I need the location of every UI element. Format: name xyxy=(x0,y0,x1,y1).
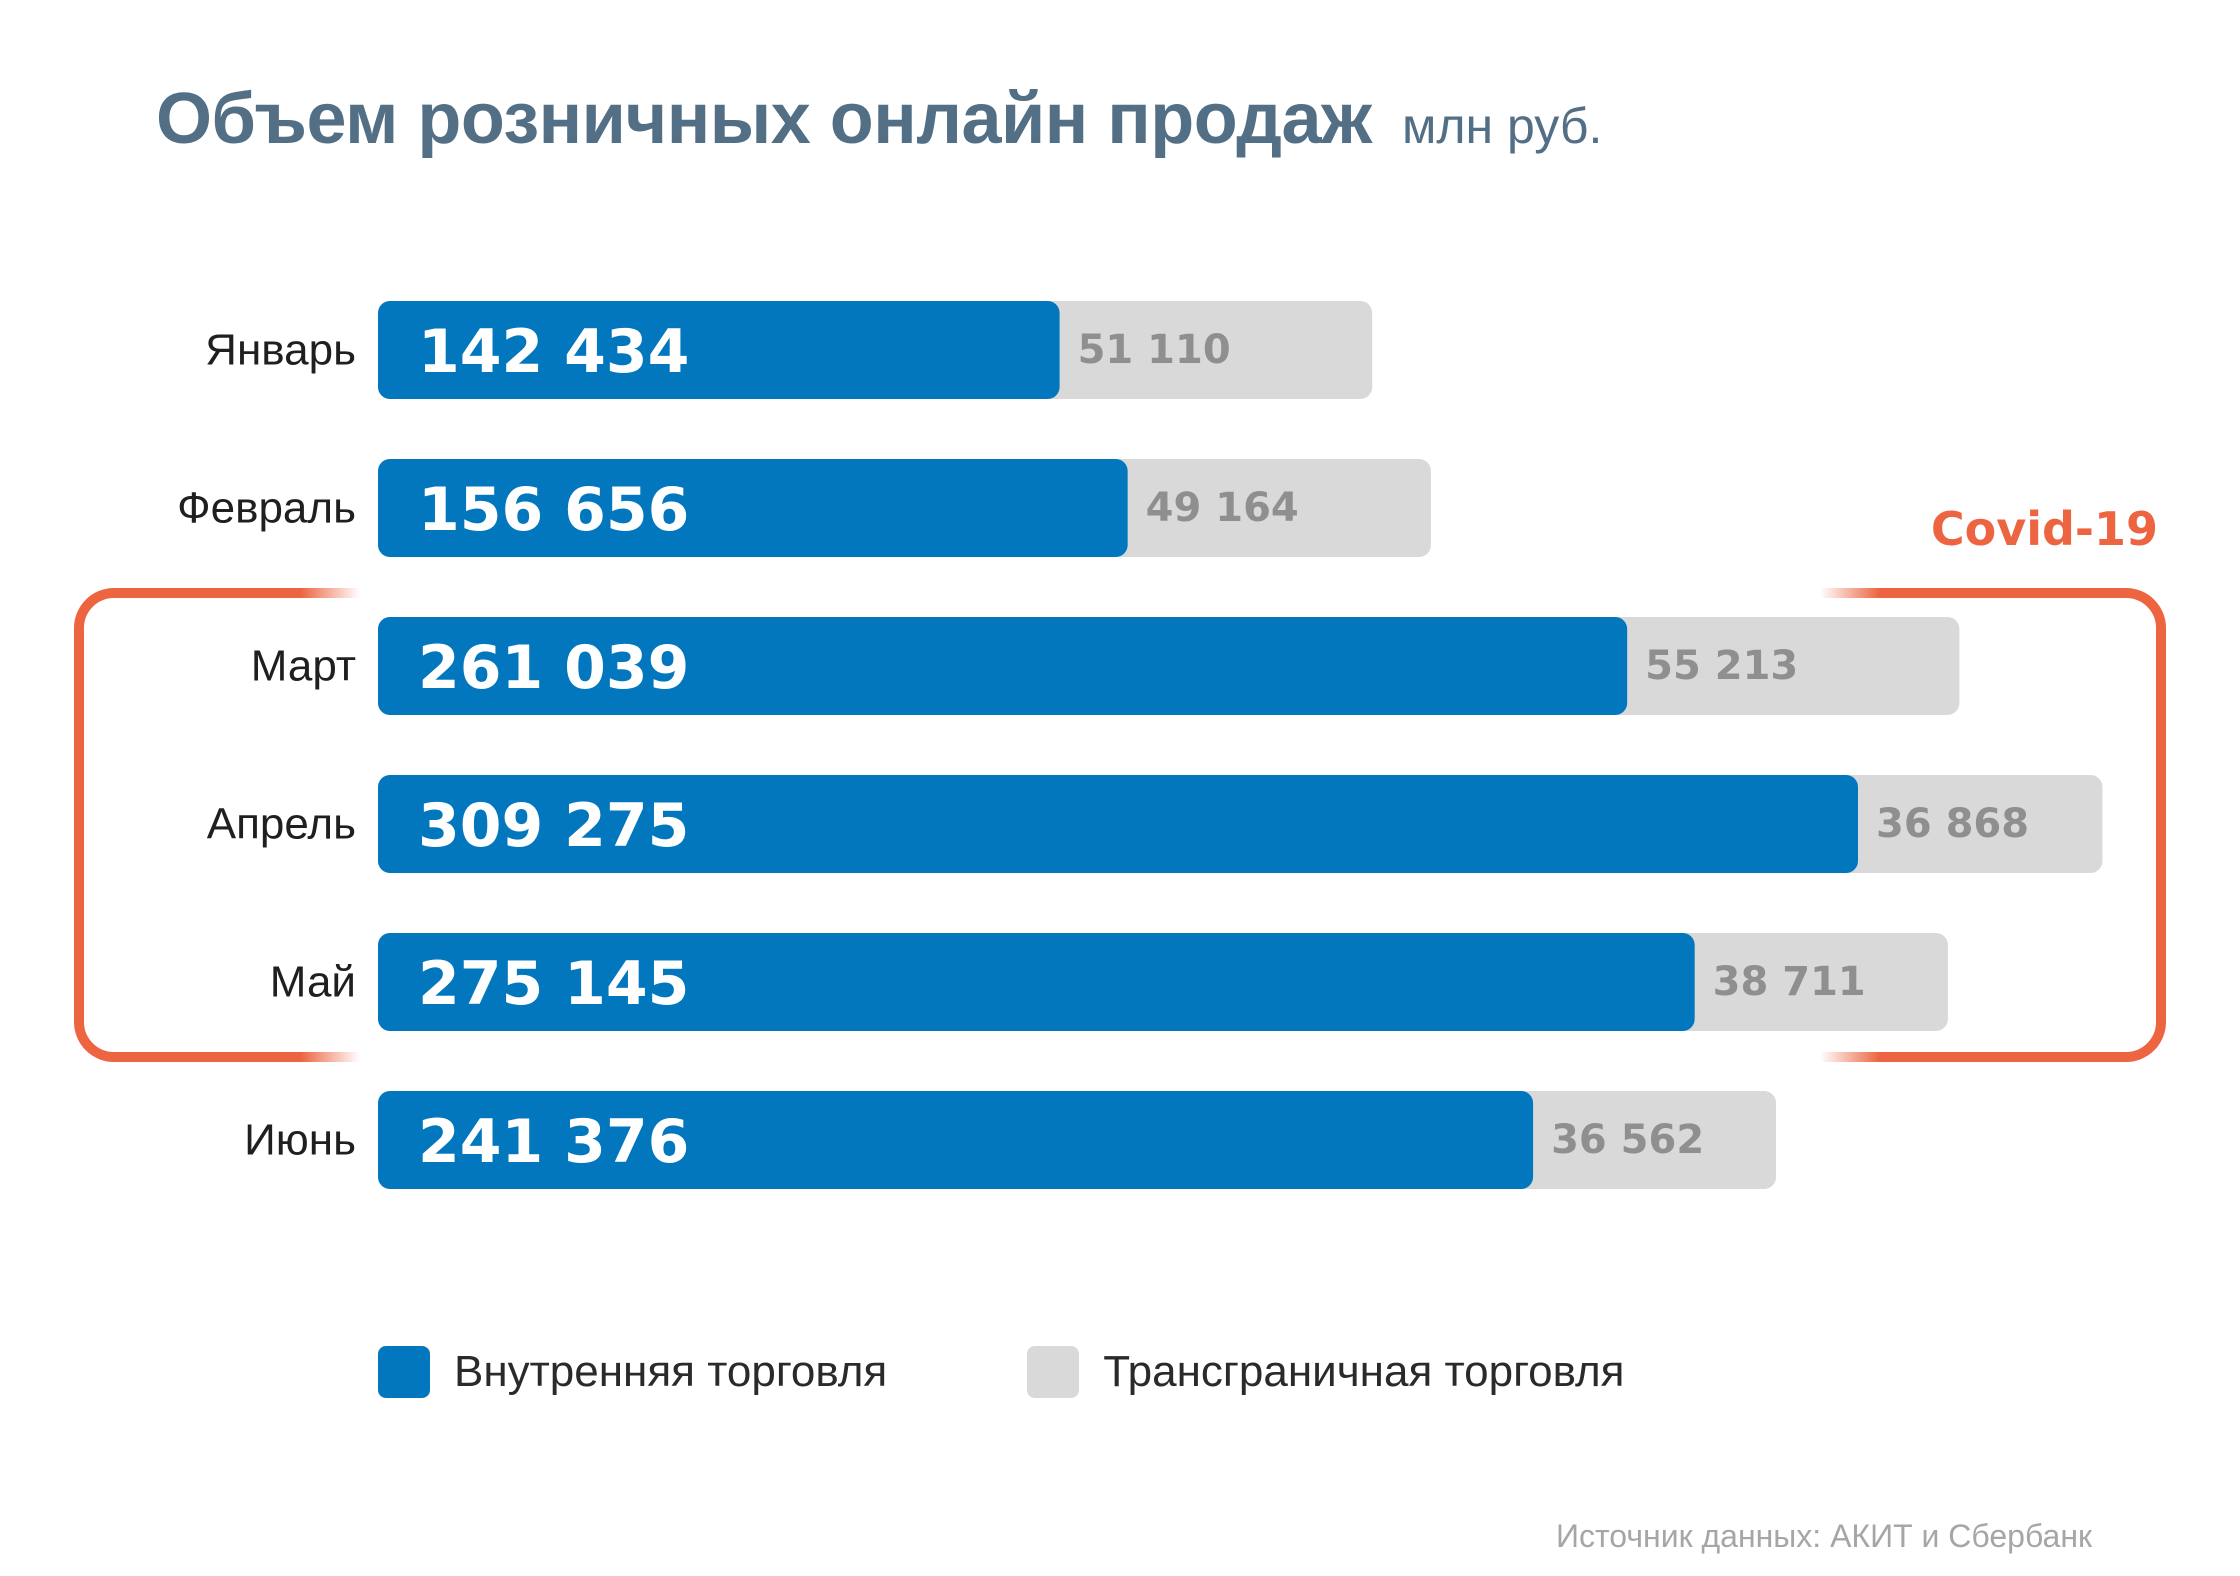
category-label: Апрель xyxy=(207,800,356,849)
covid-box-top-gap xyxy=(300,586,1880,600)
chart-title-wrap: Объем розничных онлайн продаж млн руб. xyxy=(156,78,1602,160)
domestic-value-label: 261 039 xyxy=(418,633,689,703)
domestic-bar xyxy=(378,775,1858,873)
category-label: Март xyxy=(251,642,356,691)
domestic-bar xyxy=(378,617,1628,715)
category-label: Январь xyxy=(205,326,356,375)
crossborder-value-label: 55 213 xyxy=(1645,643,1798,689)
legend-swatch-domestic xyxy=(378,1346,430,1398)
domestic-bar xyxy=(378,933,1695,1031)
legend-item-crossborder: Трансграничная торговля xyxy=(1027,1346,1625,1398)
covid-box-bottom-gap xyxy=(300,1050,1880,1064)
crossborder-value-label: 49 164 xyxy=(1146,485,1299,531)
domestic-value-label: 309 275 xyxy=(418,791,689,861)
category-label: Май xyxy=(270,958,356,1007)
source-note: Источник данных: АКИТ и Сбербанк xyxy=(1555,1518,2092,1554)
domestic-bar xyxy=(378,459,1128,557)
domestic-value-label: 142 434 xyxy=(418,317,689,387)
crossborder-value-label: 38 711 xyxy=(1713,959,1866,1005)
domestic-bar xyxy=(378,1091,1534,1189)
chart-unit: млн руб. xyxy=(1402,98,1603,154)
legend-label-crossborder: Трансграничная торговля xyxy=(1103,1347,1625,1396)
legend-label-domestic: Внутренняя торговля xyxy=(454,1347,888,1396)
legend-item-domestic: Внутренняя торговля xyxy=(378,1346,887,1398)
crossborder-value-label: 36 868 xyxy=(1876,801,2029,847)
category-label: Февраль xyxy=(177,484,356,533)
domestic-value-label: 275 145 xyxy=(418,949,689,1019)
legend-swatch-crossborder xyxy=(1027,1346,1080,1398)
crossborder-value-label: 51 110 xyxy=(1078,327,1231,373)
category-label: Июнь xyxy=(244,1116,356,1165)
domestic-bar xyxy=(378,301,1060,399)
crossborder-value-label: 36 562 xyxy=(1551,1117,1704,1163)
domestic-value-label: 241 376 xyxy=(418,1107,689,1177)
legend: Внутренняя торговля Трансграничная торго… xyxy=(378,1346,1765,1398)
domestic-value-label: 156 656 xyxy=(418,475,689,545)
covid-label: Covid-19 xyxy=(1930,502,2158,556)
chart-title: Объем розничных онлайн продаж xyxy=(156,79,1372,159)
